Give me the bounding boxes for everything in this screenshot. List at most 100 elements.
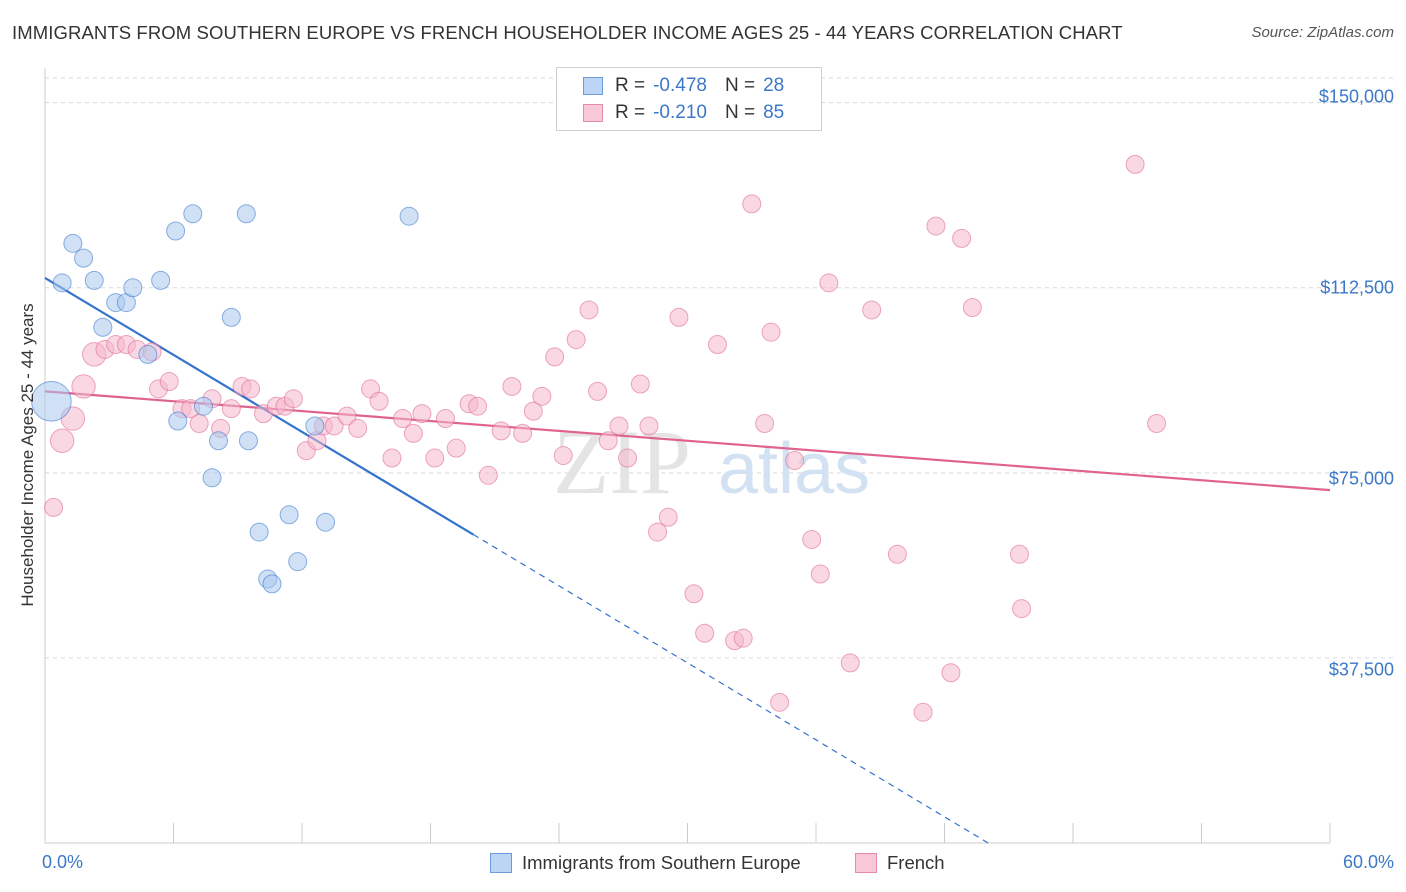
point-southern-europe-12 [236,204,256,224]
bottom-legend-pink: French [855,852,945,874]
bottom-legend-label-pink: French [887,852,945,873]
point-french-67 [761,322,781,342]
point-french-1 [49,428,75,453]
legend-r-label: R = [615,102,646,123]
point-southern-europe-10 [166,221,186,241]
point-french-56 [639,416,659,436]
point-french-74 [862,300,882,320]
source-label: Source: ZipAtlas.com [1251,24,1394,41]
point-southern-europe-20 [202,468,222,488]
point-french-73 [840,653,860,673]
point-southern-europe-9 [151,270,171,290]
point-southern-europe-26 [262,574,282,594]
point-french-48 [553,446,573,466]
point-french-68 [770,692,790,712]
point-french-27 [324,416,344,436]
point-french-60 [684,584,704,604]
point-french-51 [588,381,608,401]
point-southern-europe-4 [84,270,104,290]
point-french-84 [1147,413,1167,433]
point-french-43 [502,376,522,396]
point-southern-europe-18 [208,431,228,451]
point-southern-europe-23 [249,522,269,542]
bottom-legend-blue: Immigrants from Southern Europe [490,852,801,874]
point-french-44 [513,423,533,443]
point-french-50 [579,300,599,320]
point-french-62 [707,335,727,355]
point-french-36 [425,448,445,468]
x-tick-max: 60.0% [1342,852,1394,872]
point-french-40 [468,396,488,416]
point-french-17 [221,399,241,419]
x-tick-min: 0.0% [42,852,84,872]
y-tick-37500: $37,500 [1328,659,1394,680]
stats-legend: R = -0.478 N = 28 R = -0.210 N = 85 [556,67,822,131]
point-french-42 [491,421,511,441]
bottom-legend-swatch-blue [490,853,512,873]
chart-title: IMMIGRANTS FROM SOUTHERN EUROPE VS FRENC… [12,22,1123,43]
point-french-59 [669,307,689,327]
point-french-64 [733,628,753,648]
point-french-83 [1125,154,1145,174]
point-french-78 [941,663,961,683]
point-southern-europe-1 [52,273,72,293]
point-french-71 [810,564,830,584]
point-french-70 [802,529,822,549]
point-french-31 [369,391,389,411]
legend-r-value: -0.210 [653,102,707,123]
point-french-45 [523,401,543,421]
point-french-11 [159,372,179,392]
point-french-65 [742,194,762,214]
point-southern-europe-8 [123,278,143,298]
point-southern-europe-11 [183,204,203,224]
legend-n-label: N = [724,102,756,123]
point-french-14 [189,413,209,433]
point-french-81 [1009,544,1029,564]
point-french-72 [819,273,839,293]
point-french-55 [630,374,650,394]
point-southern-europe-14 [221,307,241,327]
y-tick-150000: $150,000 [1318,86,1394,107]
point-french-54 [618,448,638,468]
point-french-80 [962,298,982,317]
point-southern-europe-16 [193,396,213,416]
legend-row-pink: R = -0.210 N = 85 [583,101,784,125]
point-southern-europe-0 [31,380,72,422]
point-french-29 [348,418,368,438]
point-french-32 [382,448,402,468]
point-french-47 [545,347,565,367]
point-french-46 [532,386,552,406]
grid-lines [45,77,1395,659]
y-tick-112500: $112,500 [1320,277,1394,298]
legend-row-blue: R = -0.478 N = 28 [583,74,784,98]
point-southern-europe-17 [168,411,188,431]
point-french-61 [695,623,715,643]
point-southern-europe-19 [238,431,258,451]
point-french-0 [44,497,64,517]
axes [44,68,1331,844]
point-french-75 [887,544,907,564]
point-french-28 [337,406,357,426]
point-southern-europe-22 [279,505,299,525]
point-french-3 [71,374,96,399]
watermark: ZIP atlas [553,411,870,513]
legend-r-label: R = [615,75,646,96]
point-french-76 [913,702,933,722]
point-french-52 [598,431,618,451]
point-southern-europe-3 [74,248,94,268]
trend-line-southern-europe-projection [473,534,992,846]
point-french-66 [755,413,775,433]
point-french-57 [648,522,668,542]
point-french-49 [566,330,586,350]
point-french-19 [241,379,261,399]
point-southern-europe-24 [288,552,308,572]
point-french-69 [785,451,805,470]
legend-n-value: 85 [763,102,785,123]
legend-n-label: N = [724,75,756,96]
trend-lines [44,276,1331,846]
point-southern-europe-13 [399,206,419,226]
legend-swatch-blue [583,77,603,95]
point-french-41 [478,465,498,485]
point-french-53 [609,416,629,436]
bottom-legend-swatch-pink [855,853,877,873]
